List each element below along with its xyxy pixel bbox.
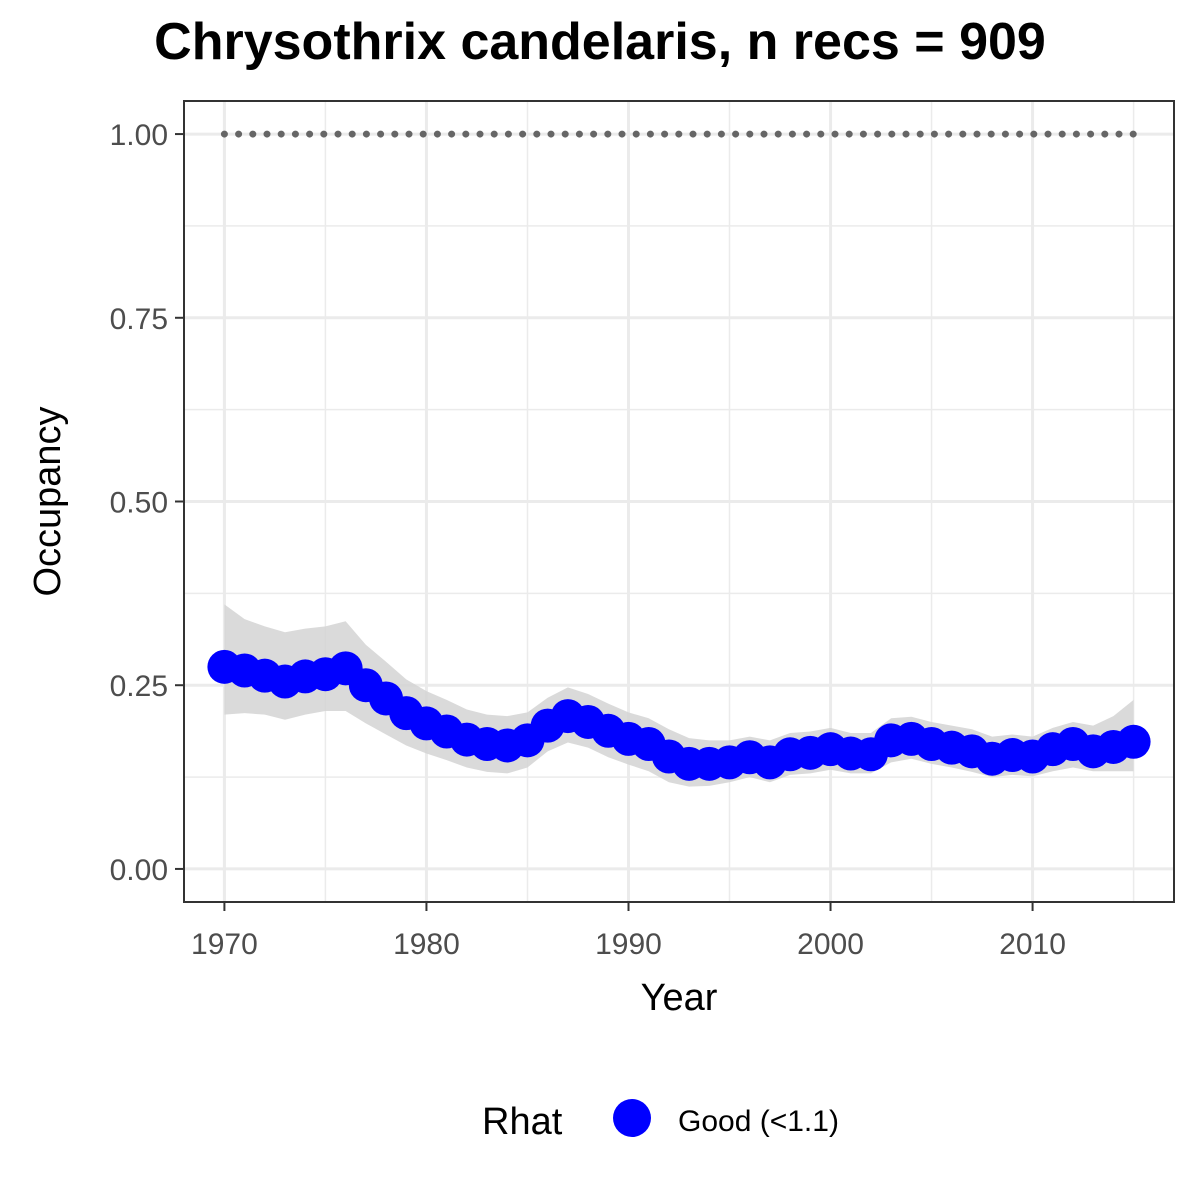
y-axis-title: Occupancy — [27, 406, 69, 596]
y-tick-label: 0.75 — [110, 303, 168, 336]
legend-entry-label: Good (<1.1) — [678, 1105, 839, 1138]
legend-title: Rhat — [482, 1101, 563, 1143]
chart-title: Chrysothrix candelaris, n recs = 909 — [154, 13, 1046, 71]
legend: Rhat Good (<1.1) — [482, 1099, 839, 1143]
y-tick-label: 0.50 — [110, 487, 168, 520]
x-tick-label: 1980 — [393, 928, 460, 961]
x-tick-label: 2010 — [999, 928, 1066, 961]
y-tick-label: 0.25 — [110, 670, 168, 703]
y-tick-label: 1.00 — [110, 119, 168, 152]
legend-key-marker — [613, 1099, 651, 1137]
data-point — [1116, 724, 1151, 759]
axis-layer: 0.00 0.25 0.50 0.75 1.00 1970 1980 1990 2000 2010 — [110, 119, 1066, 961]
points-layer — [207, 649, 1151, 781]
y-tick-label: 0.00 — [110, 854, 168, 887]
x-tick-label: 2000 — [797, 928, 864, 961]
x-tick-label: 1990 — [595, 928, 662, 961]
x-axis-title: Year — [641, 977, 718, 1019]
x-tick-label: 1970 — [191, 928, 258, 961]
